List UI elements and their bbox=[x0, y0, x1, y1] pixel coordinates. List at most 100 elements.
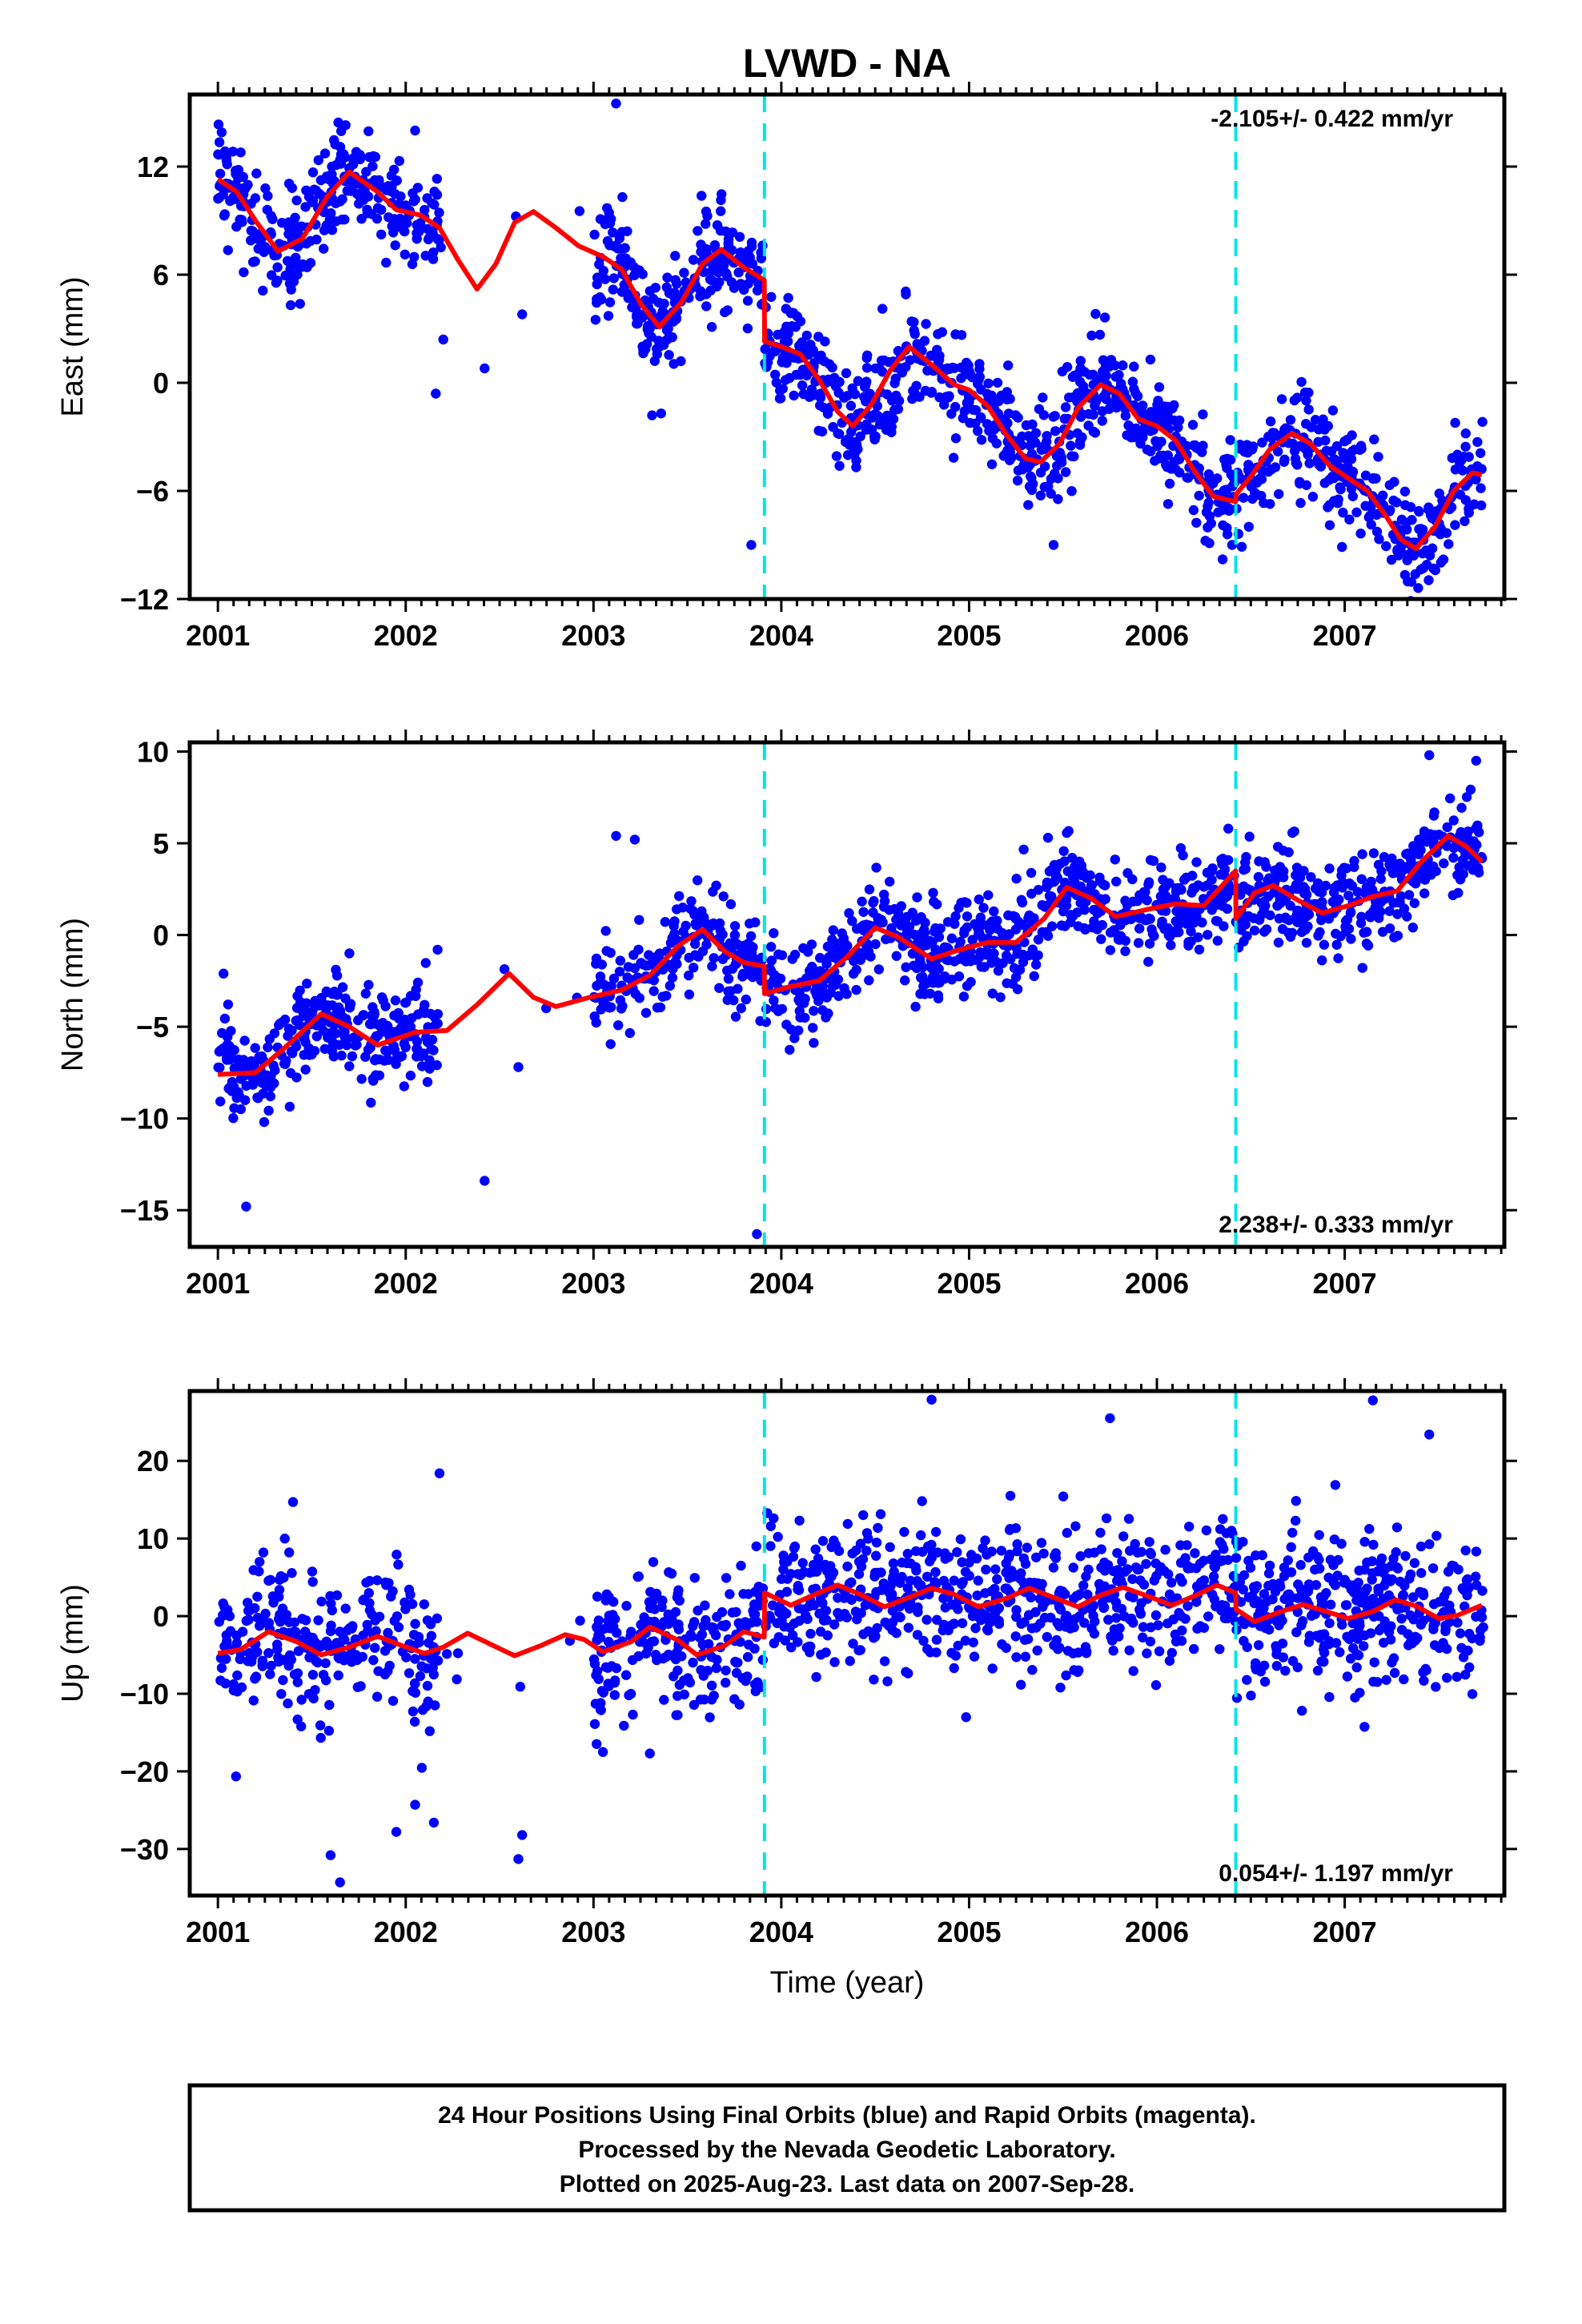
up-point bbox=[720, 1622, 729, 1631]
up-point bbox=[339, 1634, 348, 1643]
east-point bbox=[1089, 427, 1098, 436]
up-point bbox=[303, 1632, 313, 1642]
up-point bbox=[731, 1607, 741, 1617]
up-point bbox=[863, 1534, 873, 1543]
north-point bbox=[1010, 912, 1020, 922]
north-point bbox=[1050, 876, 1059, 886]
east-outlier-point bbox=[341, 120, 351, 130]
north-point bbox=[1340, 922, 1350, 931]
north-point bbox=[1220, 856, 1230, 866]
east-point bbox=[339, 215, 349, 224]
up-point bbox=[1210, 1560, 1219, 1570]
up-point bbox=[370, 1643, 379, 1653]
east-point bbox=[743, 254, 753, 263]
up-outlier-point bbox=[926, 1395, 936, 1405]
north-point bbox=[1405, 851, 1415, 861]
east-point bbox=[1075, 377, 1085, 387]
east-point bbox=[1061, 402, 1070, 412]
up-point bbox=[916, 1530, 926, 1540]
up-point bbox=[949, 1619, 958, 1629]
up-point bbox=[1042, 1632, 1052, 1642]
up-point bbox=[404, 1585, 414, 1594]
up-point bbox=[266, 1575, 275, 1585]
east-point bbox=[1207, 518, 1216, 528]
north-outlier-point bbox=[1472, 756, 1481, 766]
up-point bbox=[664, 1567, 673, 1577]
up-point bbox=[1016, 1680, 1026, 1690]
up-point bbox=[1215, 1644, 1224, 1654]
up-point bbox=[990, 1610, 1000, 1619]
east-point bbox=[1050, 426, 1060, 436]
east-point bbox=[1328, 405, 1338, 415]
north-point bbox=[928, 888, 938, 898]
north-point bbox=[1045, 891, 1054, 901]
east-point bbox=[829, 378, 838, 388]
east-point bbox=[882, 420, 892, 429]
up-point bbox=[1125, 1646, 1134, 1655]
up-point bbox=[887, 1625, 897, 1634]
east-point bbox=[424, 233, 434, 243]
east-point bbox=[1367, 520, 1376, 529]
east-frame bbox=[190, 94, 1504, 599]
up-point bbox=[604, 1679, 613, 1688]
north-point bbox=[685, 990, 694, 999]
east-point bbox=[1023, 431, 1033, 440]
up-point bbox=[1145, 1537, 1154, 1546]
up-point bbox=[858, 1629, 868, 1638]
up-point bbox=[1319, 1657, 1328, 1667]
east-point bbox=[1368, 473, 1378, 483]
up-point bbox=[1177, 1558, 1186, 1567]
north-point bbox=[606, 1039, 616, 1049]
east-point bbox=[1237, 542, 1247, 552]
up-point bbox=[368, 1655, 378, 1665]
up-point bbox=[263, 1648, 273, 1658]
up-point bbox=[981, 1565, 990, 1574]
north-point bbox=[666, 938, 676, 947]
north-point bbox=[391, 995, 400, 1005]
north-point bbox=[839, 983, 849, 993]
up-point bbox=[1387, 1658, 1396, 1667]
up-point bbox=[746, 1618, 756, 1627]
north-point bbox=[865, 884, 874, 894]
up-point bbox=[990, 1564, 1000, 1574]
north-point bbox=[932, 899, 942, 909]
north-point bbox=[1092, 924, 1102, 934]
up-point bbox=[1476, 1632, 1485, 1642]
up-point bbox=[1304, 1579, 1314, 1589]
east-point bbox=[950, 402, 960, 412]
north-point bbox=[709, 953, 718, 963]
up-point bbox=[1319, 1648, 1329, 1658]
up-point bbox=[944, 1552, 954, 1562]
east-point bbox=[589, 230, 599, 239]
north-point bbox=[1134, 938, 1143, 947]
north-point bbox=[1462, 792, 1472, 802]
north-point bbox=[1439, 858, 1448, 868]
north-point bbox=[239, 1035, 249, 1045]
up-point bbox=[1323, 1573, 1333, 1582]
up-point bbox=[958, 1618, 967, 1628]
up-point bbox=[442, 1649, 452, 1659]
up-point bbox=[1102, 1514, 1111, 1523]
north-point bbox=[869, 896, 878, 906]
up-point bbox=[273, 1653, 283, 1663]
east-point bbox=[1169, 400, 1178, 410]
up-point bbox=[932, 1615, 942, 1625]
up-point bbox=[816, 1626, 825, 1636]
north-point bbox=[745, 919, 754, 928]
north-point bbox=[287, 1048, 297, 1058]
east-point bbox=[1403, 555, 1412, 565]
north-outlier-point bbox=[480, 1176, 489, 1185]
up-point bbox=[424, 1697, 433, 1707]
east-point bbox=[1006, 452, 1016, 462]
up-point bbox=[659, 1617, 669, 1626]
up-point bbox=[1150, 1558, 1160, 1568]
north-point bbox=[1050, 860, 1059, 870]
north-point bbox=[1358, 963, 1367, 972]
north-point bbox=[633, 945, 643, 955]
north-point bbox=[1302, 890, 1311, 899]
up-point bbox=[280, 1534, 290, 1543]
east-point bbox=[1066, 440, 1075, 450]
east-point bbox=[367, 161, 377, 171]
up-point bbox=[307, 1688, 317, 1698]
east-point bbox=[1476, 501, 1486, 510]
